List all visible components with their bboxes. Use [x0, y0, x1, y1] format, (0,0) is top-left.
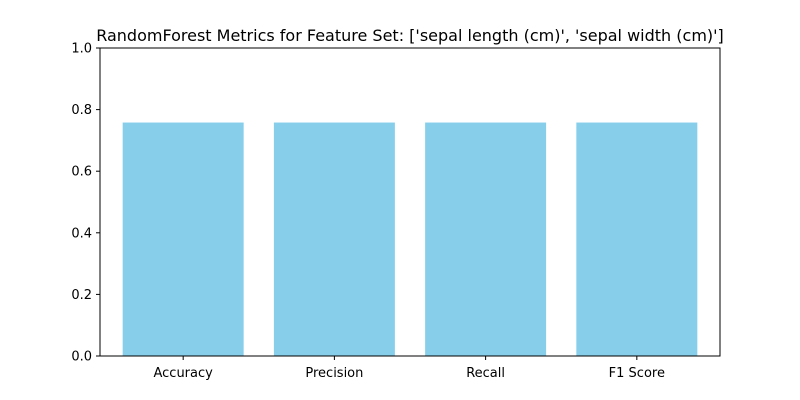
x-tick-label: Recall	[466, 366, 505, 381]
x-tick-label: F1 Score	[609, 366, 665, 381]
bar-f1-score	[576, 122, 698, 356]
x-tick-label: Precision	[305, 366, 363, 381]
y-tick-label: 0.4	[71, 226, 92, 241]
y-tick-label: 0.2	[71, 288, 92, 303]
bar-precision	[273, 122, 395, 356]
y-tick-label: 0.8	[71, 103, 92, 118]
plot-area: 0.0 0.2 0.4 0.6 0.8 1.0 Accuracy Precision Recal…	[71, 42, 721, 381]
axes-frame	[99, 47, 721, 357]
y-tick-label: 0.0	[71, 350, 92, 365]
y-tick-label: 1.0	[71, 42, 92, 57]
x-tick-label: Accuracy	[153, 366, 213, 381]
bar-recall	[425, 122, 547, 356]
y-tick-label: 0.6	[71, 165, 92, 180]
bar-accuracy	[122, 122, 244, 356]
chart-title: RandomForest Metrics for Feature Set: ['…	[96, 26, 724, 45]
